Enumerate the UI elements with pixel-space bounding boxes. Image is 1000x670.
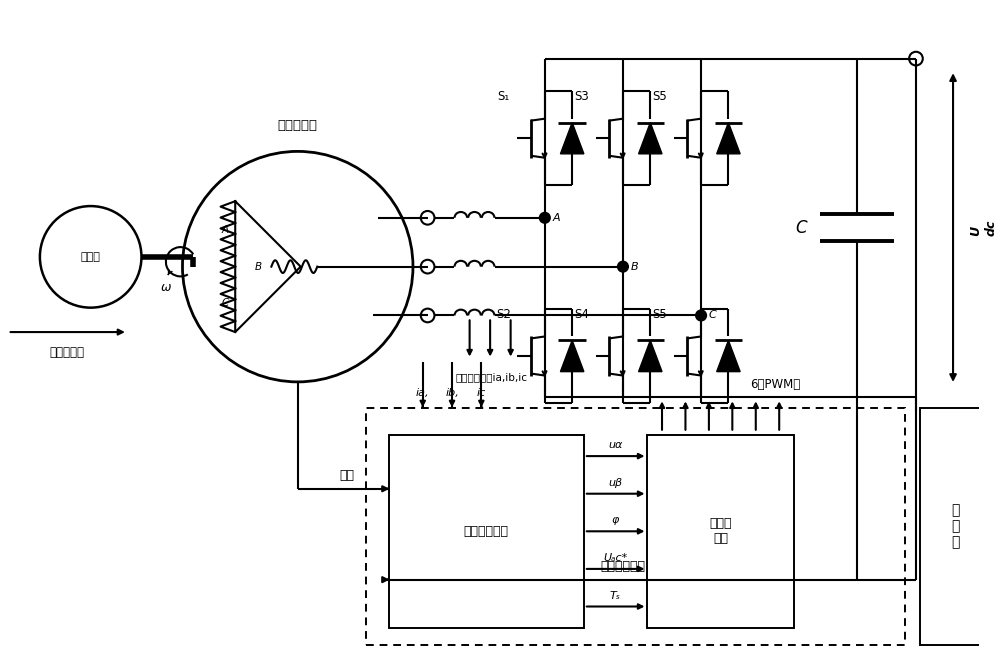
Text: ω: ω — [161, 281, 171, 294]
Circle shape — [696, 310, 706, 321]
Text: B: B — [631, 261, 638, 271]
Polygon shape — [560, 123, 584, 154]
Circle shape — [618, 261, 628, 272]
Text: S4: S4 — [574, 308, 589, 320]
Text: 异步发电机: 异步发电机 — [278, 119, 318, 131]
Text: S3: S3 — [575, 90, 589, 103]
Text: 转速: 转速 — [339, 469, 354, 482]
Text: uα: uα — [608, 440, 622, 450]
Polygon shape — [717, 340, 740, 372]
Text: A: A — [222, 226, 229, 235]
Text: Uₐc*: Uₐc* — [603, 553, 627, 563]
Text: S5: S5 — [653, 308, 667, 320]
Text: 原动机: 原动机 — [81, 252, 101, 262]
Text: S5: S5 — [653, 90, 667, 103]
Text: Tₛ: Tₛ — [610, 591, 621, 600]
Text: B: B — [255, 261, 262, 271]
FancyBboxPatch shape — [647, 435, 794, 628]
Text: 机械能输入: 机械能输入 — [50, 346, 85, 358]
Text: C: C — [795, 218, 807, 237]
Circle shape — [539, 212, 550, 223]
Text: φ: φ — [611, 515, 619, 525]
Polygon shape — [639, 340, 662, 372]
Text: C: C — [222, 297, 229, 308]
Text: U
dc: U dc — [970, 219, 998, 236]
Text: 不连续
调制: 不连续 调制 — [709, 517, 732, 545]
Text: S₁: S₁ — [498, 90, 510, 103]
Text: C: C — [709, 310, 717, 320]
Text: 6路PWM波: 6路PWM波 — [750, 378, 800, 391]
Text: S2: S2 — [496, 308, 511, 320]
FancyBboxPatch shape — [920, 408, 990, 645]
Text: 三相电流采样ia,ib,ic: 三相电流采样ia,ib,ic — [455, 372, 527, 382]
Text: A: A — [553, 213, 560, 223]
Polygon shape — [639, 123, 662, 154]
FancyBboxPatch shape — [389, 435, 584, 628]
Text: 母线电压采样: 母线电压采样 — [600, 560, 645, 573]
Text: ia,: ia, — [416, 389, 429, 399]
Polygon shape — [717, 123, 740, 154]
Text: ib,: ib, — [445, 389, 459, 399]
Polygon shape — [560, 340, 584, 372]
Text: uβ: uβ — [608, 478, 622, 488]
Text: 控
制
器: 控 制 器 — [951, 503, 959, 549]
Text: 发电控制算法: 发电控制算法 — [464, 525, 509, 538]
Text: ic: ic — [477, 389, 486, 399]
